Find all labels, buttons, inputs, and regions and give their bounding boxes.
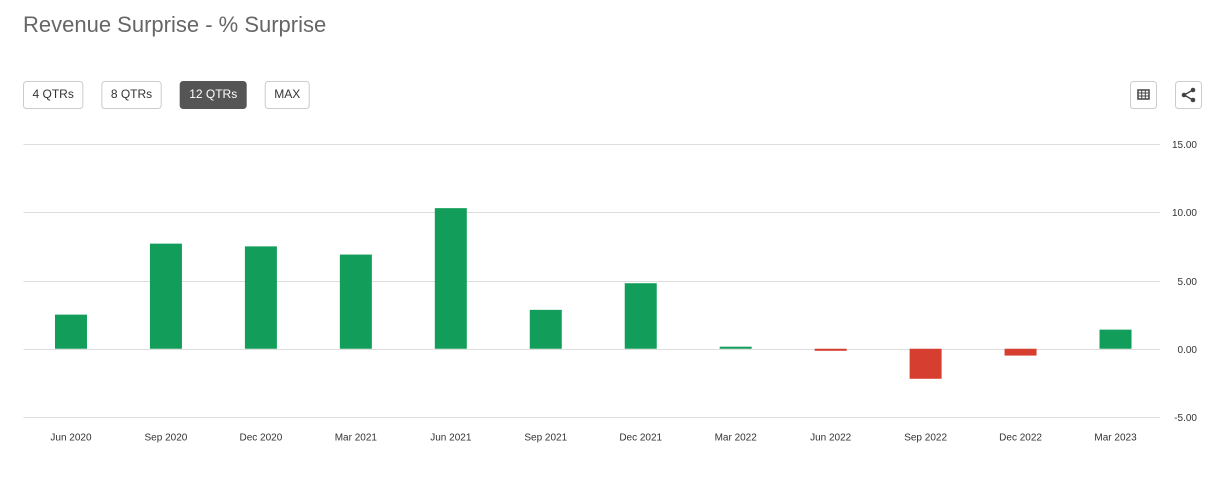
range-buttons: 4 QTRs 8 QTRs 12 QTRs MAX xyxy=(23,81,310,109)
y-tick-label: 0.00 xyxy=(1178,345,1198,356)
bar xyxy=(339,254,372,349)
x-tick-label: Mar 2023 xyxy=(1094,433,1137,444)
x-tick-label: Jun 2022 xyxy=(810,433,852,444)
range-button-box xyxy=(179,81,247,109)
range-button-box xyxy=(23,81,84,109)
share-button[interactable] xyxy=(1175,81,1202,109)
x-tick-label: Dec 2021 xyxy=(619,433,662,444)
table-button[interactable] xyxy=(1130,81,1157,109)
range-button-box xyxy=(264,81,310,109)
x-tick-label: Jun 2021 xyxy=(430,433,472,444)
chart-title: Revenue Surprise - % Surprise xyxy=(23,12,326,37)
bar xyxy=(1099,329,1132,349)
y-tick-label: 15.00 xyxy=(1172,140,1197,151)
bar xyxy=(244,246,277,349)
x-tick-label: Sep 2021 xyxy=(524,433,567,444)
x-tick-label: Mar 2021 xyxy=(335,433,378,444)
bar xyxy=(434,208,467,349)
y-tick-label: 5.00 xyxy=(1178,277,1198,288)
y-tick-label: 10.00 xyxy=(1172,208,1197,219)
range-button-box xyxy=(101,81,162,109)
range-button-label: MAX xyxy=(274,87,300,101)
bar xyxy=(909,348,942,379)
x-tick-label: Sep 2020 xyxy=(145,433,188,444)
bar xyxy=(1004,348,1037,356)
x-tick-label: Dec 2020 xyxy=(239,433,282,444)
range-button[interactable]: 12 QTRs xyxy=(179,81,247,109)
x-tick-label: Dec 2022 xyxy=(999,433,1042,444)
range-button-label: 8 QTRs xyxy=(111,87,152,101)
bar xyxy=(149,243,182,349)
range-button-label: 12 QTRs xyxy=(189,87,237,101)
range-button[interactable]: 8 QTRs xyxy=(101,81,162,109)
x-tick-label: Sep 2022 xyxy=(904,433,947,444)
range-button[interactable]: MAX xyxy=(264,81,310,109)
bar xyxy=(814,348,847,351)
range-button-label: 4 QTRs xyxy=(33,87,74,101)
bar xyxy=(529,309,562,349)
y-tick-label: -5.00 xyxy=(1174,413,1197,424)
x-tick-label: Jun 2020 xyxy=(50,433,92,444)
range-button[interactable]: 4 QTRs xyxy=(23,81,84,109)
bar xyxy=(719,346,752,349)
bar xyxy=(624,283,657,349)
bar xyxy=(54,314,87,349)
x-tick-label: Mar 2022 xyxy=(715,433,758,444)
